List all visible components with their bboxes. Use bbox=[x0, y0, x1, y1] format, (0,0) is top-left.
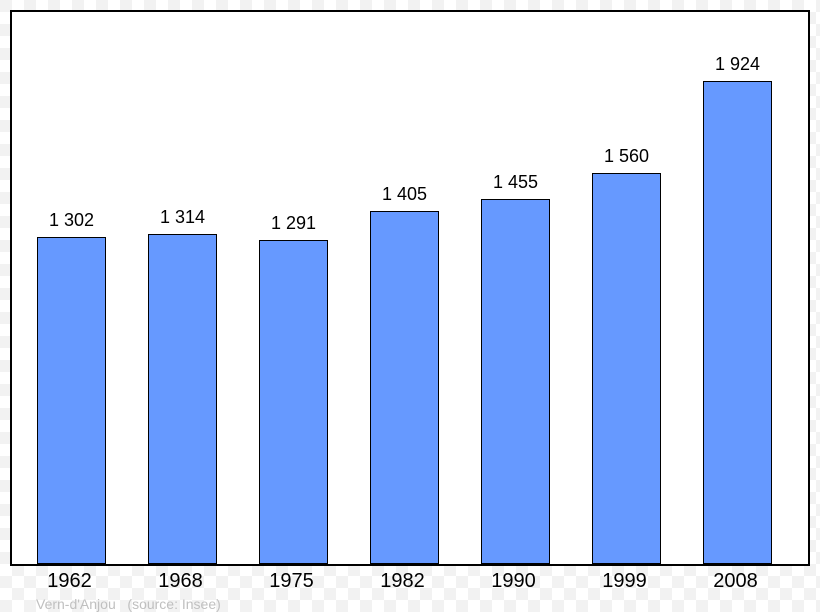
bar bbox=[703, 81, 772, 564]
bar-value-label: 1 302 bbox=[22, 210, 121, 231]
bar-value-label: 1 314 bbox=[133, 207, 232, 228]
bar bbox=[148, 234, 217, 564]
bar bbox=[37, 237, 106, 564]
bar-value-label: 1 560 bbox=[577, 146, 676, 167]
bar-value-label: 1 924 bbox=[688, 54, 787, 75]
x-axis-label: 1982 bbox=[353, 570, 452, 593]
source-note-name: Vern-d'Anjou bbox=[36, 596, 116, 612]
bar bbox=[370, 211, 439, 564]
bar bbox=[481, 199, 550, 564]
bar bbox=[259, 240, 328, 564]
bar-value-label: 1 455 bbox=[466, 172, 565, 193]
x-axis-label: 1975 bbox=[242, 570, 341, 593]
bar-value-label: 1 291 bbox=[244, 213, 343, 234]
source-note: Vern-d'Anjou (source: Insee) bbox=[36, 596, 221, 612]
bar bbox=[592, 173, 661, 564]
x-axis-label: 2008 bbox=[686, 570, 785, 593]
chart-frame: 1 302 1 314 1 291 1 405 1 455 1 560 1 924 bbox=[10, 10, 810, 566]
plot-area: 1 302 1 314 1 291 1 405 1 455 1 560 1 924 bbox=[12, 12, 808, 564]
source-note-source: (source: Insee) bbox=[127, 596, 220, 612]
x-axis-label: 1968 bbox=[131, 570, 230, 593]
x-axis-label: 1962 bbox=[20, 570, 119, 593]
x-axis-label: 1999 bbox=[575, 570, 674, 593]
bar-value-label: 1 405 bbox=[355, 184, 454, 205]
x-axis-label: 1990 bbox=[464, 570, 563, 593]
